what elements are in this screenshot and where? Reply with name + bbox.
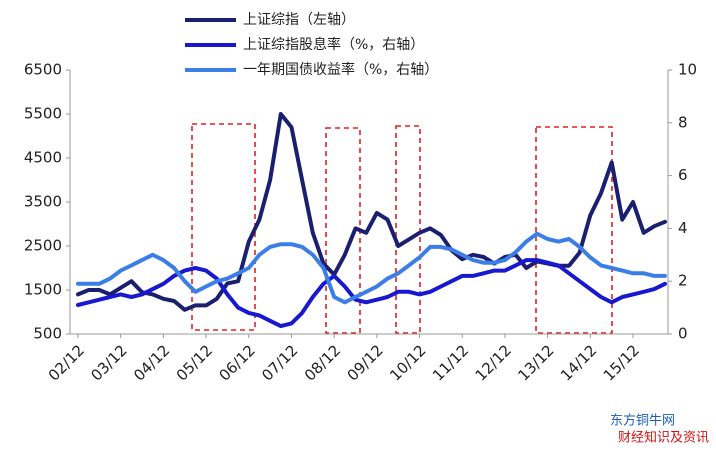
y-tick-label: 500 <box>33 325 62 343</box>
y2-tick-label: 4 <box>678 219 688 237</box>
x-tick-label: 12/12 <box>472 341 515 384</box>
legend-label: 一年期国债收益率（%，右轴） <box>243 61 438 78</box>
legend-label: 上证综指股息率（%，右轴） <box>243 36 424 53</box>
series-line <box>76 112 667 312</box>
y-tick-label: 1500 <box>24 281 62 299</box>
x-tick-label: 02/12 <box>45 341 88 384</box>
y-tick-label: 2500 <box>24 237 62 255</box>
y2-tick-label: 0 <box>678 325 688 343</box>
y2-tick-label: 8 <box>678 113 688 131</box>
highlight-period <box>395 125 421 334</box>
y2-tick-label: 2 <box>678 272 688 290</box>
x-tick-label: 14/12 <box>557 341 600 384</box>
x-tick-label: 08/12 <box>301 341 344 384</box>
x-tick-label: 03/12 <box>87 341 130 384</box>
x-tick-label: 13/12 <box>514 341 557 384</box>
x-tick-label: 07/12 <box>258 341 301 384</box>
highlight-period <box>191 123 256 331</box>
x-tick-label: 05/12 <box>173 341 216 384</box>
legend-label: 上证综指（左轴） <box>243 12 355 28</box>
watermark: 东方铜牛网 <box>610 413 675 429</box>
highlight-period <box>535 126 613 334</box>
y-tick-label: 6500 <box>24 61 62 79</box>
x-tick-label: 06/12 <box>215 341 258 384</box>
x-tick-label: 10/12 <box>386 341 429 384</box>
y2-tick-label: 6 <box>678 166 688 184</box>
y-tick-label: 4500 <box>24 149 62 167</box>
x-tick-label: 04/12 <box>130 341 173 384</box>
watermark: 财经知识及资讯 <box>618 430 709 446</box>
series-line <box>76 258 667 329</box>
y2-tick-label: 10 <box>678 61 697 79</box>
y-tick-label: 3500 <box>24 193 62 211</box>
x-tick-label: 11/12 <box>429 341 472 384</box>
x-tick-label: 15/12 <box>600 341 643 384</box>
series-line <box>76 231 667 305</box>
x-tick-label: 09/12 <box>344 341 387 384</box>
y-tick-label: 5500 <box>24 105 62 123</box>
